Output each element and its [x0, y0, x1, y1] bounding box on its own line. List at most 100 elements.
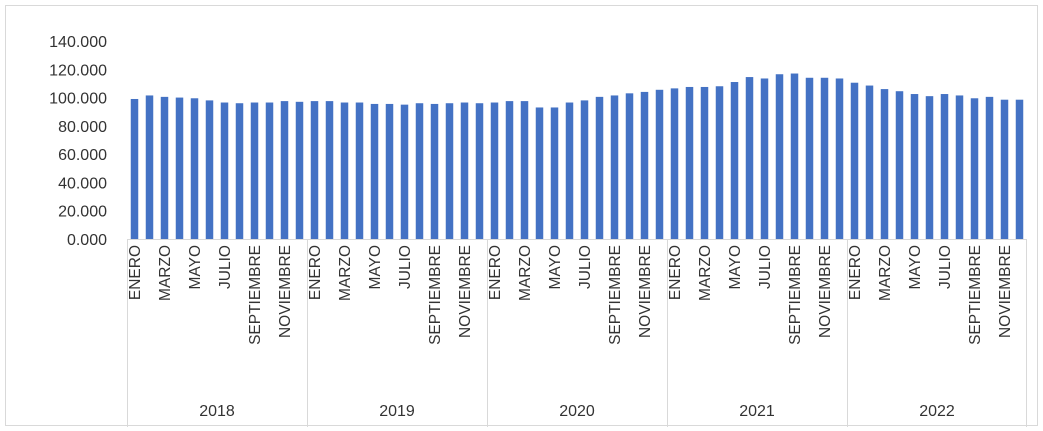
bar — [610, 95, 619, 239]
bar — [910, 94, 919, 240]
month-tick-label: MARZO — [517, 245, 534, 301]
month-tick-label: SEPTIEMBRE — [247, 245, 264, 345]
month-tick-label: NOVIEMBRE — [997, 245, 1014, 338]
bar — [580, 100, 589, 240]
bar — [880, 89, 889, 239]
month-tick-label: MAYO — [547, 245, 564, 290]
bar — [460, 102, 469, 240]
y-tick-label: 100.000 — [49, 91, 107, 108]
month-tick-label: JULIO — [577, 245, 594, 289]
bar — [490, 102, 499, 240]
bar — [550, 107, 559, 239]
bar — [520, 101, 529, 239]
bar — [670, 88, 679, 239]
month-tick-label: JULIO — [397, 245, 414, 289]
month-tick-label: NOVIEMBRE — [817, 245, 834, 338]
bar — [340, 102, 349, 240]
bar — [760, 78, 769, 239]
month-tick-label: SEPTIEMBRE — [967, 245, 984, 345]
month-tick-label: MAYO — [907, 245, 924, 290]
bar — [325, 101, 334, 239]
y-tick-label: 140.000 — [49, 34, 107, 51]
month-tick-label: SEPTIEMBRE — [787, 245, 804, 345]
month-tick-label: JULIO — [757, 245, 774, 289]
month-tick-label: NOVIEMBRE — [637, 245, 654, 338]
bar — [385, 103, 394, 239]
bar — [535, 107, 544, 239]
bar — [955, 95, 964, 239]
bar — [175, 97, 184, 239]
bar — [805, 77, 814, 240]
bar — [565, 102, 574, 240]
bar — [595, 96, 604, 239]
bar — [775, 74, 784, 239]
bar — [790, 73, 799, 240]
bar — [145, 95, 154, 239]
year-label: 2020 — [559, 403, 595, 420]
y-tick-label: 20.000 — [58, 204, 107, 221]
month-tick-label: JULIO — [937, 245, 954, 289]
month-tick-label: MARZO — [157, 245, 174, 301]
bar — [190, 98, 199, 240]
bar — [865, 85, 874, 239]
bar — [280, 101, 289, 239]
y-tick-label: 0.000 — [67, 232, 107, 249]
bar — [415, 103, 424, 239]
bar — [715, 86, 724, 239]
bar — [370, 103, 379, 239]
bars-layer — [130, 73, 1024, 240]
y-tick-label: 40.000 — [58, 175, 107, 192]
y-tick-label: 80.000 — [58, 119, 107, 136]
bar — [835, 78, 844, 239]
bar — [475, 103, 484, 239]
bar — [250, 102, 259, 240]
year-label: 2019 — [379, 403, 415, 420]
bar — [1015, 99, 1024, 239]
bar — [925, 96, 934, 240]
bar — [205, 100, 214, 240]
bar — [160, 96, 169, 239]
bar — [445, 103, 454, 239]
bar — [655, 89, 664, 240]
bar — [310, 101, 319, 239]
bar — [505, 101, 514, 239]
month-tick-label: MAYO — [187, 245, 204, 290]
x-axis: 2018 2019 2020 2021 2022 ENERO MARZO MAYO JULIO S… — [127, 239, 1027, 427]
month-tick-label: ENERO — [127, 245, 144, 300]
month-tick-label: SEPTIEMBRE — [427, 245, 444, 345]
bar — [625, 93, 634, 239]
y-axis: 0.000 20.000 40.000 60.000 80.000 100.000 120.… — [49, 34, 107, 249]
bar — [700, 86, 709, 239]
bar — [220, 102, 229, 240]
bar — [295, 101, 304, 239]
month-tick-label: JULIO — [217, 245, 234, 289]
month-tick-label: ENERO — [307, 245, 324, 300]
bar — [355, 102, 364, 240]
bar — [265, 102, 274, 240]
month-tick-label: NOVIEMBRE — [457, 245, 474, 338]
bar — [730, 82, 739, 239]
bar — [1000, 99, 1009, 239]
bar — [895, 91, 904, 239]
month-tick-label: MAYO — [367, 245, 384, 290]
year-label: 2018 — [199, 403, 235, 420]
bar — [130, 98, 139, 239]
bar — [940, 94, 949, 240]
month-tick-label: MARZO — [337, 245, 354, 301]
month-tick-label: MARZO — [697, 245, 714, 301]
month-tick-label: ENERO — [667, 245, 684, 300]
bar — [430, 103, 439, 239]
y-tick-label: 120.000 — [49, 62, 107, 79]
year-label: 2022 — [919, 403, 955, 420]
bar — [400, 104, 409, 240]
year-label: 2021 — [739, 403, 775, 420]
bar — [685, 86, 694, 239]
bar — [640, 91, 649, 240]
bar — [235, 103, 244, 239]
month-tick-label: ENERO — [487, 245, 504, 300]
bar — [745, 77, 754, 239]
month-tick-label: SEPTIEMBRE — [607, 245, 624, 345]
month-tick-label: ENERO — [847, 245, 864, 300]
month-tick-label: MARZO — [877, 245, 894, 301]
